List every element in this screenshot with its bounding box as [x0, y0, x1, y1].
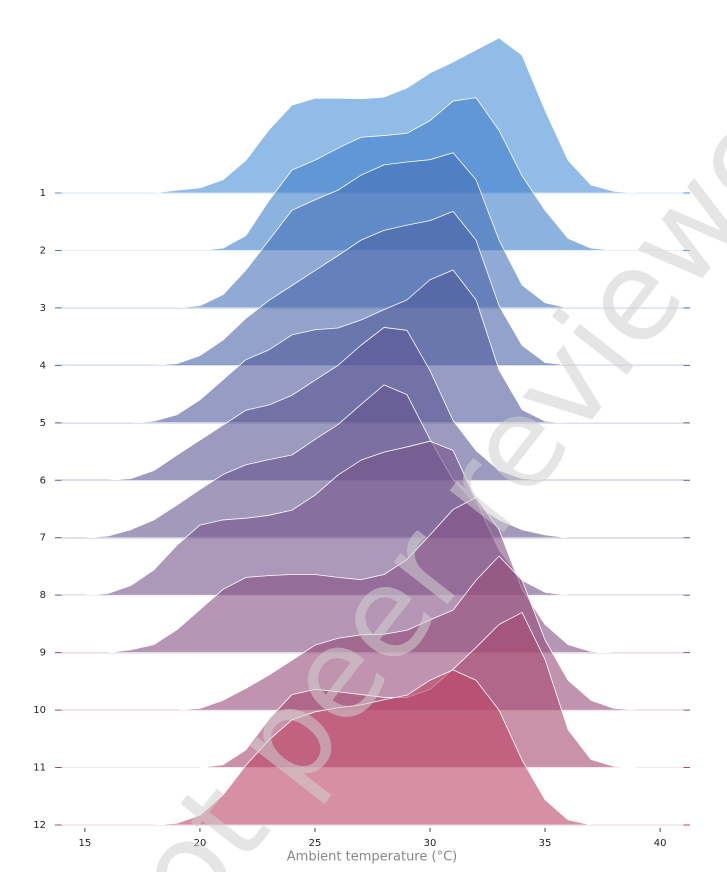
y-tick-label: 7	[40, 533, 46, 544]
y-tick-label: 9	[40, 648, 46, 659]
x-tick-label: 25	[309, 838, 322, 849]
y-tick-label: 10	[33, 705, 46, 716]
ridge	[61, 210, 684, 366]
y-tick-label: 1	[40, 188, 46, 199]
x-tick-label: 30	[424, 838, 437, 849]
y-tick-label: 2	[40, 245, 46, 256]
y-tick-label: 11	[33, 763, 46, 774]
ridge	[61, 37, 684, 194]
x-tick-label: 35	[539, 838, 552, 849]
ridge	[61, 440, 684, 596]
x-tick-label: 15	[79, 838, 92, 849]
y-tick-label: 12	[33, 820, 46, 831]
y-tick-label: 8	[40, 590, 46, 601]
x-tick-label: 40	[654, 838, 667, 849]
ridge	[61, 612, 684, 768]
y-tick-label: 3	[40, 303, 46, 314]
y-tick-label: 6	[40, 475, 46, 486]
x-tick-label: 20	[194, 838, 207, 849]
ridge	[61, 152, 684, 309]
ridge	[61, 669, 684, 826]
x-axis-label: Ambient temperature (°C)	[287, 850, 457, 865]
y-tick-label: 4	[40, 360, 46, 371]
y-tick-label: 5	[40, 418, 46, 429]
